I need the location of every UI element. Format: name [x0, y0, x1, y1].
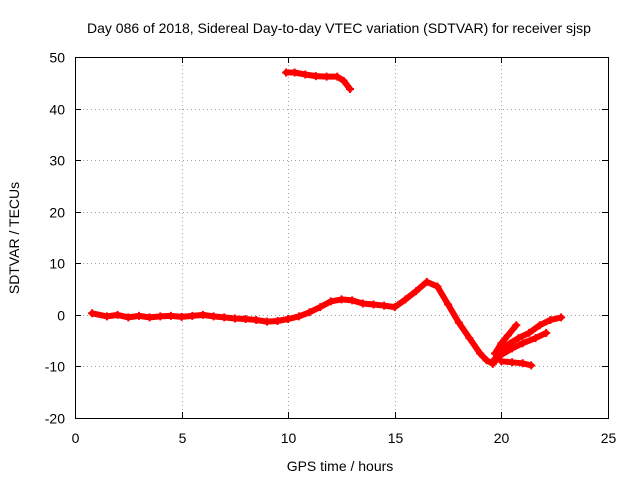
data-point — [422, 277, 431, 286]
data-point — [346, 85, 354, 93]
data-point — [557, 313, 566, 322]
data-point — [508, 344, 517, 353]
y-tick-label: 20 — [49, 205, 65, 221]
grid-lines — [75, 57, 608, 418]
series-line — [498, 358, 535, 369]
data-point — [339, 76, 348, 85]
data-point — [531, 334, 540, 343]
x-tick-label: 20 — [494, 430, 510, 446]
y-tick-label: 50 — [49, 50, 65, 66]
data-point — [380, 301, 389, 310]
data-point — [546, 316, 555, 324]
data-point — [495, 352, 504, 361]
data-point — [527, 361, 536, 370]
x-tick-label: 25 — [601, 430, 617, 446]
data-point — [333, 72, 342, 81]
data-point — [166, 311, 175, 320]
data-point — [145, 313, 154, 322]
y-tick-label: 0 — [57, 308, 65, 324]
data-point — [518, 359, 527, 368]
data-series — [88, 68, 566, 370]
y-tick-label: -20 — [45, 411, 65, 427]
data-point — [294, 312, 303, 321]
data-point — [156, 312, 165, 321]
data-point — [525, 328, 534, 337]
data-point — [113, 310, 122, 319]
data-point — [358, 299, 367, 308]
data-point — [273, 317, 282, 325]
data-point — [369, 300, 378, 309]
data-point — [518, 339, 527, 348]
data-point — [497, 357, 506, 366]
data-point — [488, 357, 497, 366]
x-tick-label: 5 — [179, 430, 187, 446]
plot-frame — [75, 57, 609, 419]
data-point — [220, 313, 229, 322]
data-point — [135, 311, 143, 320]
data-point — [177, 312, 186, 321]
data-point — [503, 331, 512, 340]
data-point — [444, 300, 453, 309]
y-tick-label: 30 — [49, 153, 65, 169]
data-point — [241, 315, 250, 323]
data-point — [512, 321, 521, 330]
data-point — [322, 72, 331, 81]
data-point — [326, 297, 335, 306]
data-point — [230, 314, 239, 323]
data-point — [124, 313, 133, 322]
x-tick-label: 15 — [388, 430, 404, 446]
data-point — [542, 328, 551, 337]
chart-title: Day 086 of 2018, Sidereal Day-to-day VTE… — [87, 20, 591, 36]
y-axis-label: SDTVAR / TECUs — [6, 182, 22, 294]
data-point — [305, 308, 314, 317]
data-point — [412, 287, 421, 296]
data-point — [262, 317, 271, 326]
data-point — [188, 311, 197, 320]
y-tick-label: 40 — [49, 102, 65, 118]
x-tick-label: 0 — [72, 430, 80, 446]
x-tick-label: 10 — [281, 430, 297, 446]
data-point — [209, 312, 218, 321]
y-tick-label: -10 — [45, 359, 65, 375]
data-point — [465, 334, 474, 343]
data-point — [491, 349, 499, 358]
data-point — [282, 68, 291, 77]
data-point — [198, 310, 207, 319]
data-point — [514, 334, 523, 343]
data-point — [482, 356, 491, 365]
data-point — [316, 303, 325, 312]
series-line — [492, 322, 520, 357]
data-point — [348, 296, 357, 305]
data-point — [284, 315, 293, 323]
data-point — [390, 303, 399, 312]
data-point — [252, 316, 261, 324]
data-point — [433, 282, 442, 291]
data-point — [290, 68, 299, 77]
data-point — [454, 318, 463, 327]
data-point — [497, 339, 506, 348]
data-point — [337, 295, 346, 304]
data-point — [401, 295, 410, 304]
data-point — [535, 321, 544, 330]
x-axis-label: GPS time / hours — [287, 458, 394, 474]
axis-ticks: 0 5 10 15 20 25 -20 -10 0 10 20 30 40 50 — [45, 50, 617, 447]
data-point — [311, 72, 320, 81]
series-line — [89, 278, 505, 367]
data-point — [103, 312, 111, 321]
y-tick-label: 10 — [49, 256, 65, 272]
data-point — [88, 309, 97, 318]
data-point — [476, 349, 485, 358]
data-point — [508, 358, 517, 367]
data-point — [301, 70, 310, 79]
